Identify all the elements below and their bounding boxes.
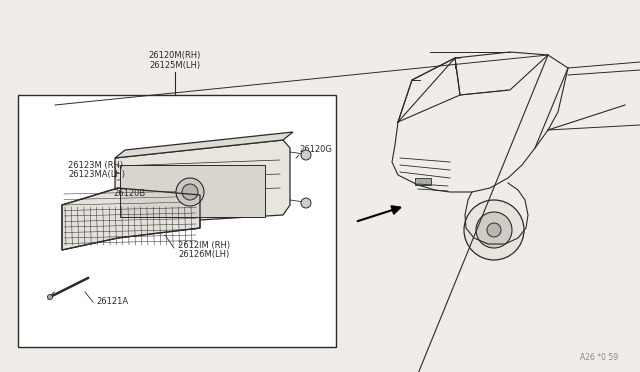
Text: 26123MA(LH): 26123MA(LH) [68, 170, 125, 179]
Circle shape [47, 295, 52, 299]
Circle shape [464, 200, 524, 260]
Circle shape [182, 184, 198, 200]
Polygon shape [62, 188, 200, 250]
Text: 26123M (RH): 26123M (RH) [68, 161, 123, 170]
Text: 26125M(LH): 26125M(LH) [149, 61, 200, 70]
Text: 26126M(LH): 26126M(LH) [178, 250, 229, 259]
Circle shape [301, 150, 311, 160]
Bar [415, 178, 431, 185]
Circle shape [476, 212, 512, 248]
Bar [18, 95, 336, 347]
Text: 2612lM (RH): 2612lM (RH) [178, 241, 230, 250]
Circle shape [487, 223, 501, 237]
Polygon shape [115, 132, 293, 158]
Circle shape [301, 198, 311, 208]
Bar [120, 165, 265, 217]
Polygon shape [115, 140, 290, 225]
Text: A26 *0 59: A26 *0 59 [580, 353, 618, 362]
Text: 26120M(RH): 26120M(RH) [149, 51, 201, 60]
Text: 26120B: 26120B [113, 189, 145, 198]
Text: 26120G: 26120G [299, 145, 332, 154]
Circle shape [176, 178, 204, 206]
Text: 26121A: 26121A [96, 297, 128, 306]
